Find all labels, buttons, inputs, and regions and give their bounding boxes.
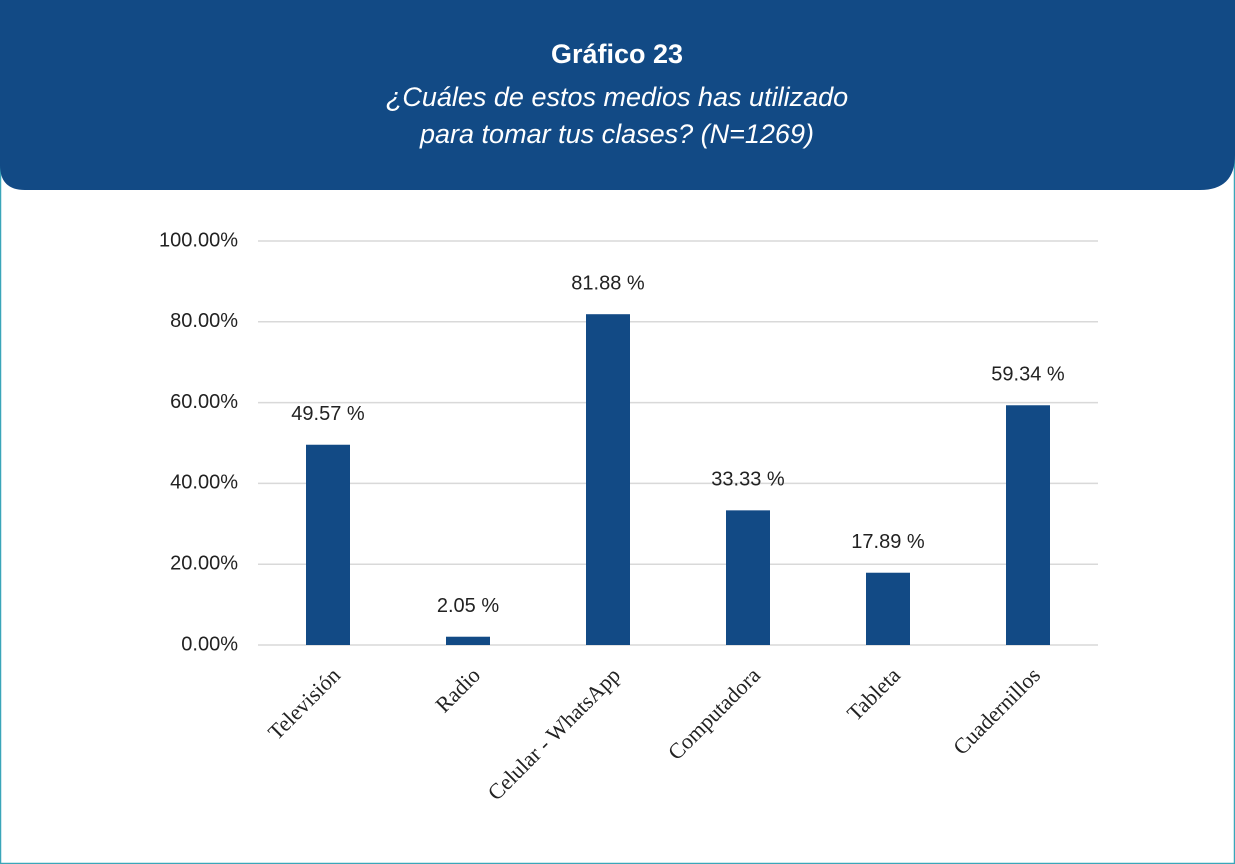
data-label: 49.57 % [291,403,365,425]
bar [446,636,490,645]
bar [726,510,770,645]
y-tick-label: 20.00% [170,552,238,574]
y-tick-label: 0.00% [181,633,238,655]
bar [866,572,910,645]
data-label: 17.89 % [851,531,925,553]
header [0,0,1235,190]
data-label: 2.05 % [437,595,499,617]
bar [306,444,350,645]
y-tick-label: 100.00% [159,229,238,251]
data-label: 59.34 % [991,364,1065,386]
bar [1006,405,1050,645]
y-tick-label: 40.00% [170,472,238,494]
chart-title: Gráfico 23 [551,39,683,69]
data-label: 33.33 % [711,469,785,491]
y-tick-label: 80.00% [170,310,238,332]
y-tick-label: 60.00% [170,391,238,413]
chart-subtitle: para tomar tus clases? (N=1269) [419,119,814,149]
bar [586,314,630,645]
data-label: 81.88 % [571,272,645,294]
chart-subtitle: ¿Cuáles de estos medios has utilizado [386,82,848,112]
